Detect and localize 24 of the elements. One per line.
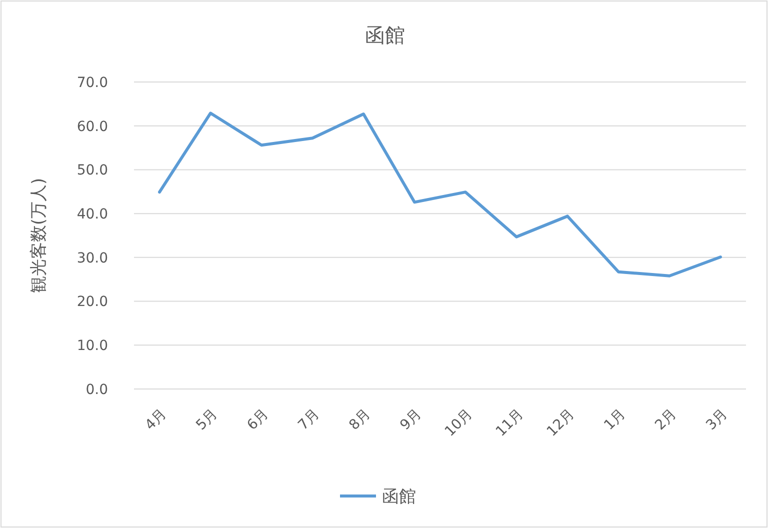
x-tick-label: 10月 [442,406,476,440]
x-tick-label: 8月 [346,406,374,434]
x-tick-label: 12月 [544,406,578,440]
legend-label: 函館 [382,486,416,507]
y-tick-label: 0.0 [86,382,108,398]
y-tick-label: 20.0 [76,294,108,310]
y-tick-label: 60.0 [76,118,108,135]
x-tick-label: 9月 [397,406,425,434]
y-tick-label: 40.0 [76,206,108,222]
x-tick-label: 7月 [295,406,323,434]
x-tick-label: 2月 [652,406,680,434]
line-series [158,112,722,278]
chart-title: 函館 [365,23,405,47]
y-tick-label: 30.0 [76,250,108,266]
x-tick-label: 1月 [601,406,629,434]
y-tick-label: 70.0 [76,74,108,91]
y-tick-label: 10.0 [76,338,108,354]
x-tick-label: 6月 [244,406,272,434]
y-axis-title: 観光客数(万人) [29,178,49,294]
x-tick-label: 5月 [193,406,221,434]
x-tick-label: 3月 [703,406,731,434]
x-tick-label: 11月 [492,406,527,440]
y-tick-label: 50.0 [76,162,108,179]
x-tick-label: 4月 [142,406,170,434]
